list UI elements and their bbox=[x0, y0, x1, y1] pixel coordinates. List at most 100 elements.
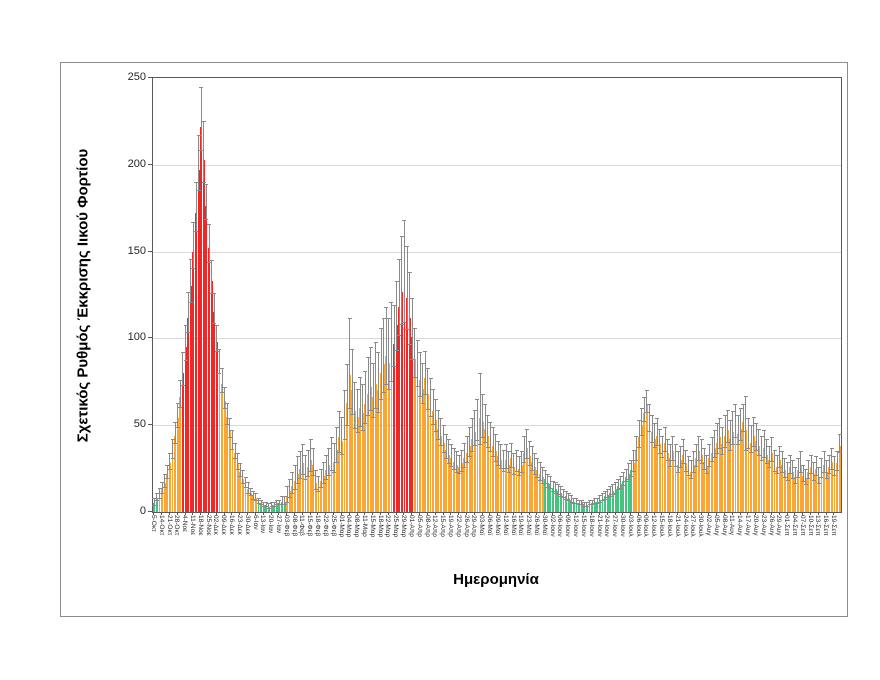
error-bar-line bbox=[529, 440, 531, 466]
x-tick-mark bbox=[215, 512, 217, 515]
error-bar-line bbox=[536, 458, 538, 478]
error-bar-line bbox=[503, 449, 504, 472]
error-bar-cap bbox=[256, 498, 261, 500]
error-bar-cap bbox=[605, 496, 610, 498]
bar bbox=[281, 501, 283, 512]
bar bbox=[499, 459, 502, 512]
error-bar-line bbox=[453, 447, 455, 470]
error-bar-cap bbox=[319, 487, 324, 489]
error-bar-cap bbox=[538, 480, 542, 482]
error-bar-cap bbox=[652, 423, 657, 425]
error-bar-cap bbox=[597, 501, 602, 503]
error-bar-cap bbox=[165, 478, 170, 480]
error-bar-cap bbox=[251, 498, 256, 500]
error-bar-cap bbox=[775, 473, 780, 475]
error-bar-line bbox=[432, 388, 434, 425]
error-bar-line bbox=[216, 324, 218, 353]
error-bar-cap bbox=[259, 499, 264, 501]
error-bar-line bbox=[380, 327, 382, 401]
bar bbox=[411, 336, 414, 512]
x-tick-label: 23-Μαϊ bbox=[525, 515, 533, 536]
x-tick-mark bbox=[419, 512, 421, 515]
error-bar-cap bbox=[454, 451, 459, 453]
x-tick-label: 24-Ιουλ bbox=[681, 515, 689, 537]
error-bar-cap bbox=[209, 260, 214, 262]
error-bar-cap bbox=[230, 448, 235, 450]
bar bbox=[340, 440, 343, 512]
x-tick-label: 04-Σεπ bbox=[790, 515, 798, 536]
error-bar-cap bbox=[678, 446, 683, 448]
bar bbox=[512, 466, 515, 512]
bar bbox=[531, 461, 534, 512]
error-bar-cap bbox=[220, 367, 225, 369]
bar bbox=[825, 472, 828, 512]
bar bbox=[823, 465, 825, 512]
error-bar-cap bbox=[749, 451, 754, 453]
gridline bbox=[153, 164, 841, 166]
error-bar-line bbox=[383, 317, 385, 393]
error-bar-cap bbox=[564, 498, 569, 500]
error-bar-cap bbox=[574, 502, 579, 504]
bar bbox=[361, 413, 364, 512]
error-bar-cap bbox=[238, 463, 243, 465]
error-bar-cap bbox=[647, 404, 652, 406]
error-bar-line bbox=[664, 426, 666, 452]
error-bar-cap bbox=[493, 433, 498, 435]
error-bar-cap bbox=[579, 499, 584, 501]
error-bar-line bbox=[325, 454, 327, 480]
bar bbox=[502, 463, 505, 512]
error-bar-cap bbox=[214, 351, 219, 353]
x-tick-label: 16-Σεπ bbox=[822, 515, 830, 536]
x-tick-mark bbox=[598, 512, 600, 515]
error-bar-cap bbox=[631, 449, 636, 451]
error-bar-line bbox=[638, 419, 640, 448]
gridline bbox=[153, 251, 841, 253]
error-bar-cap bbox=[610, 484, 615, 486]
error-bar-line bbox=[531, 446, 533, 472]
error-bar-cap bbox=[199, 149, 204, 151]
error-bar-cap bbox=[371, 362, 376, 364]
error-bar-cap bbox=[527, 440, 532, 442]
error-bar-line bbox=[758, 428, 760, 457]
error-bar-cap bbox=[384, 383, 389, 385]
error-bar-cap bbox=[347, 408, 352, 410]
error-bar-cap bbox=[749, 425, 754, 427]
error-bar-cap bbox=[501, 470, 506, 472]
bar bbox=[734, 425, 737, 512]
error-bar-cap bbox=[438, 418, 443, 420]
x-tick-mark bbox=[677, 512, 679, 515]
x-tick-mark bbox=[747, 512, 749, 515]
error-bar-cap bbox=[571, 502, 576, 504]
x-tick-mark bbox=[364, 512, 366, 515]
error-bar-cap bbox=[663, 426, 668, 428]
bar bbox=[593, 501, 596, 512]
bar bbox=[539, 473, 541, 512]
error-bar-line bbox=[711, 437, 713, 463]
error-bar-cap bbox=[728, 419, 733, 421]
error-bar-cap bbox=[710, 437, 714, 439]
error-bar-cap bbox=[399, 235, 404, 237]
x-tick-label: 27-Ιαν bbox=[274, 515, 282, 534]
error-bar-cap bbox=[582, 506, 587, 508]
error-bar-cap bbox=[696, 435, 701, 437]
x-tick-label: 15-Φεβ bbox=[306, 515, 314, 537]
x-tick-mark bbox=[372, 512, 374, 515]
error-bar-cap bbox=[246, 482, 251, 484]
error-bar-cap bbox=[790, 459, 795, 461]
bar bbox=[520, 465, 523, 512]
x-tick-label: 15-Μαρ bbox=[368, 515, 376, 538]
error-bar-cap bbox=[428, 378, 433, 380]
x-tick-mark bbox=[661, 512, 663, 515]
error-bar-cap bbox=[829, 447, 834, 449]
error-bar-cap bbox=[160, 492, 165, 494]
error-bar-cap bbox=[277, 499, 282, 501]
error-bar-cap bbox=[173, 421, 178, 423]
error-bar-line bbox=[229, 418, 231, 438]
bar bbox=[476, 425, 479, 512]
error-bar-cap bbox=[452, 447, 456, 449]
gridline bbox=[153, 425, 841, 427]
x-tick-mark bbox=[294, 512, 296, 515]
error-bar-cap bbox=[405, 246, 410, 248]
bar bbox=[705, 466, 708, 512]
